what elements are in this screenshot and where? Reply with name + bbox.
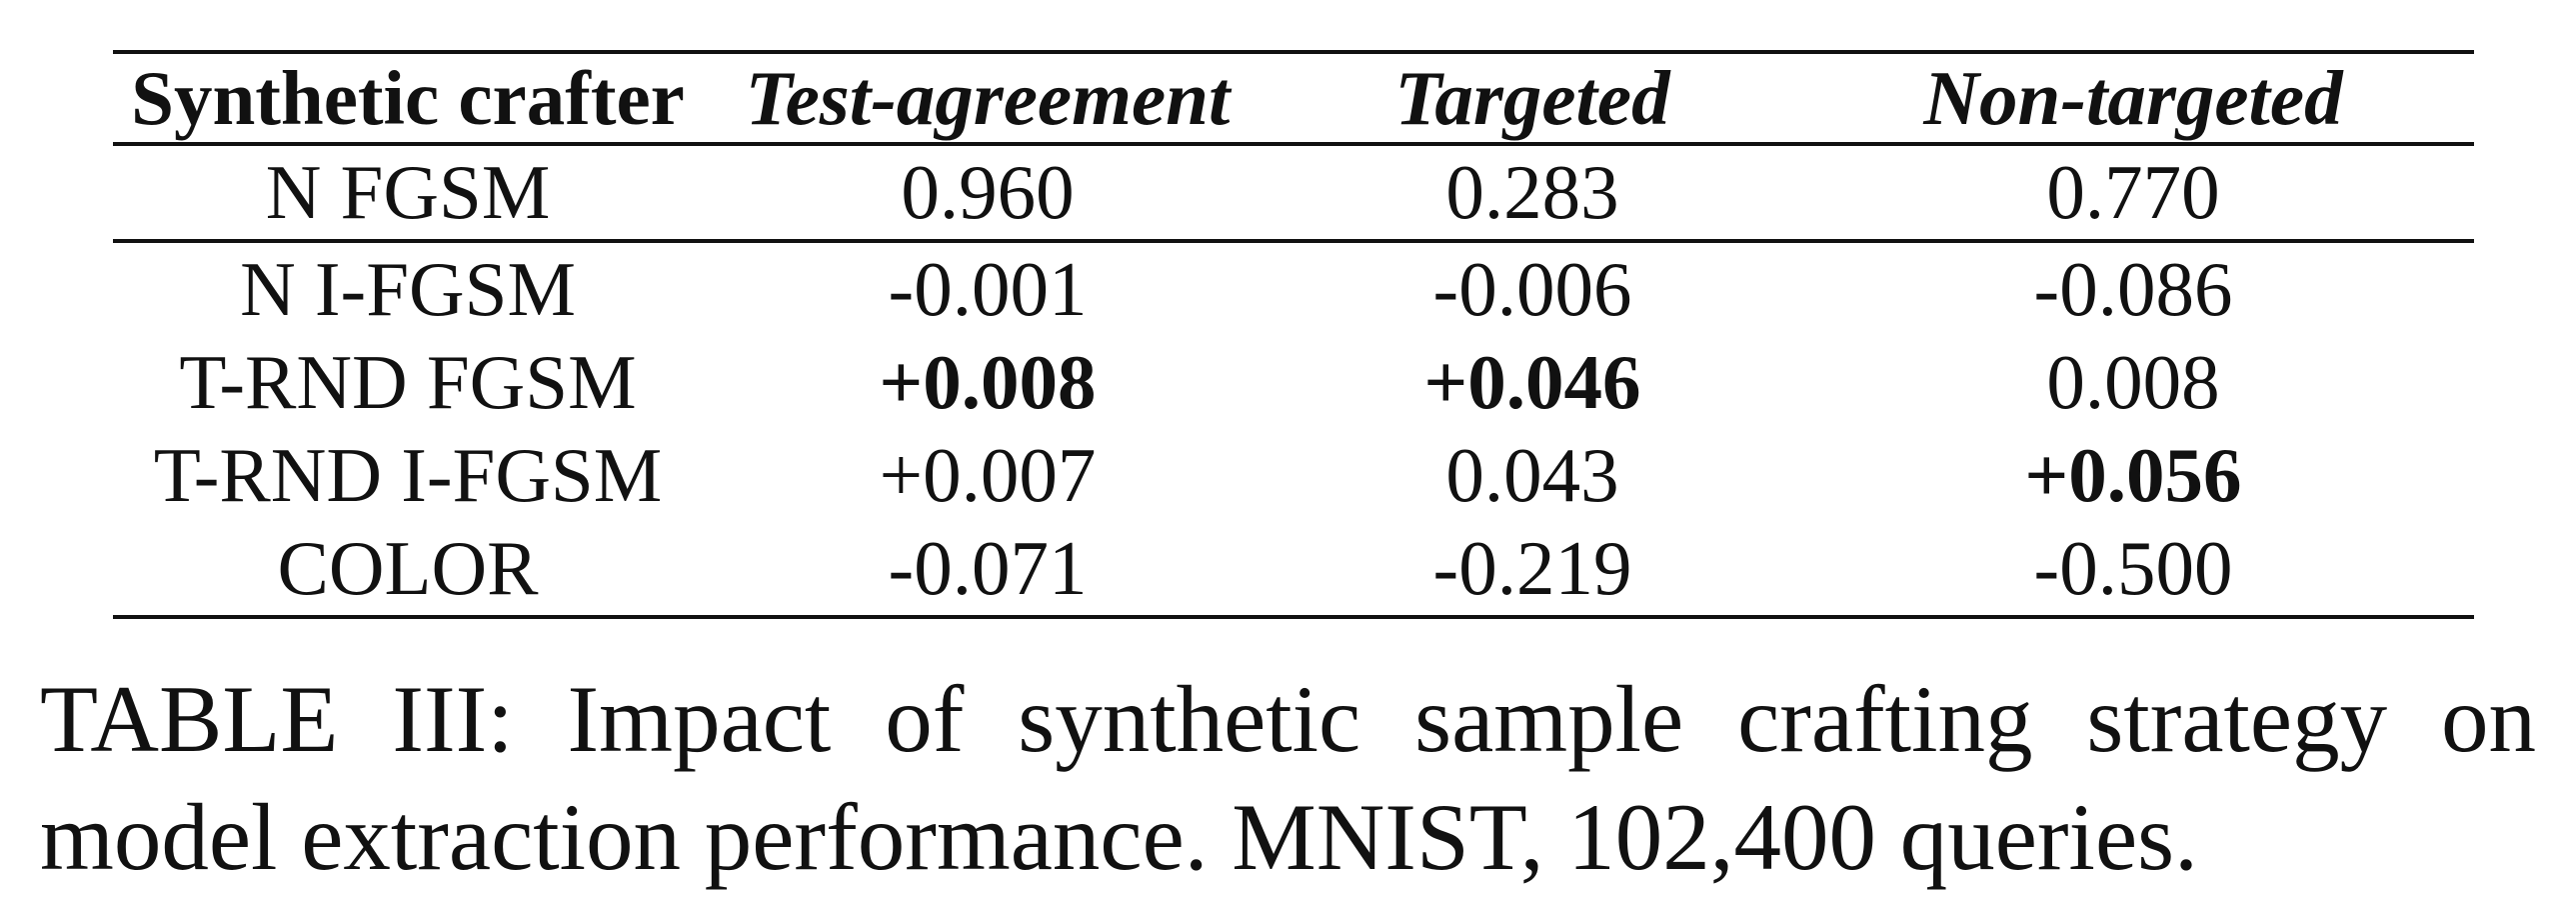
header-non-targeted: Non-targeted [1923,54,2343,141]
cell-crafter: T-RND FGSM [179,339,637,425]
caption-line-1: TABLE III: Impact of synthetic sample cr… [40,666,2536,772]
cell-targeted: 0.283 [1445,149,1619,235]
table-caption: TABLE III: Impact of synthetic sample cr… [40,660,2536,896]
table-header-row: Synthetic crafter Test-agreement Targete… [113,52,2474,144]
table-row: T-RND FGSM +0.008 +0.046 0.008 [113,336,2474,429]
table-row: COLOR -0.071 -0.219 -0.500 [113,522,2474,617]
header-targeted: Targeted [1394,54,1670,141]
cell-test-agreement: +0.008 [879,339,1097,425]
cell-targeted: -0.219 [1432,525,1632,611]
cell-crafter: COLOR [277,525,539,611]
cell-non-targeted: +0.056 [2024,432,2242,518]
cell-non-targeted: 0.770 [2046,149,2220,235]
results-table-container: Synthetic crafter Test-agreement Targete… [113,50,2474,619]
cell-crafter: T-RND I-FGSM [153,432,663,518]
table-row: N FGSM 0.960 0.283 0.770 [113,144,2474,241]
cell-crafter: N I-FGSM [240,246,576,332]
cell-test-agreement: -0.071 [888,525,1088,611]
cell-test-agreement: +0.007 [879,432,1097,518]
cell-test-agreement: -0.001 [888,246,1088,332]
results-table: Synthetic crafter Test-agreement Targete… [113,50,2474,619]
header-test-agreement: Test-agreement [745,54,1231,141]
cell-crafter: N FGSM [265,149,551,235]
cell-non-targeted: -0.500 [2033,525,2233,611]
cell-targeted: -0.006 [1432,246,1632,332]
header-synthetic-crafter: Synthetic crafter [131,54,685,141]
cell-non-targeted: -0.086 [2033,246,2233,332]
table-row: T-RND I-FGSM +0.007 0.043 +0.056 [113,429,2474,522]
caption-line-2: model extraction performance. MNIST, 102… [40,784,2198,890]
cell-targeted: +0.046 [1423,339,1641,425]
cell-targeted: 0.043 [1445,432,1619,518]
cell-test-agreement: 0.960 [901,149,1075,235]
cell-non-targeted: 0.008 [2046,339,2220,425]
table-row: N I-FGSM -0.001 -0.006 -0.086 [113,241,2474,336]
